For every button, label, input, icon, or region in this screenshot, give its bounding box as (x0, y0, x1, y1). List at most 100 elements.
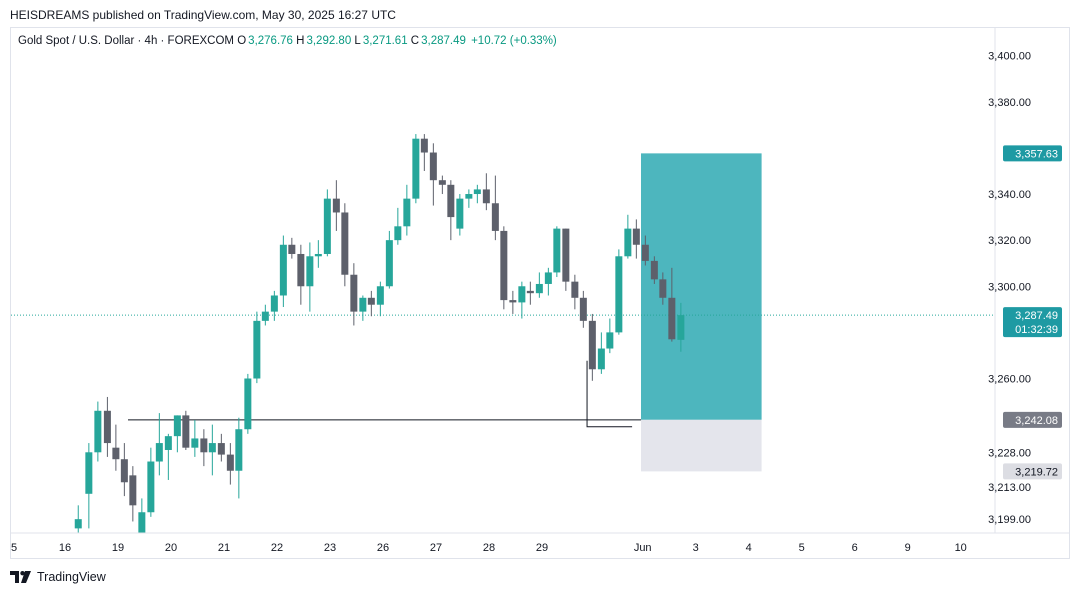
x-tick-label: 10 (955, 542, 967, 554)
countdown-label: 01:32:39 (1015, 324, 1058, 336)
candle-body (659, 279, 667, 298)
candle-body (394, 226, 402, 241)
chart-frame (10, 27, 1070, 559)
y-tick-label: 3,260.00 (988, 374, 1031, 386)
candle-body (147, 461, 155, 513)
candle-body (138, 512, 146, 533)
x-tick-label: 4 (746, 542, 752, 554)
x-tick-label: 16 (59, 542, 71, 554)
low-label: L (354, 35, 361, 47)
brand-name: TradingView (37, 570, 106, 584)
candle-body (597, 348, 605, 370)
candle-body (376, 286, 384, 305)
candle-body (350, 274, 358, 312)
candle-body (606, 332, 614, 349)
y-tick-label: 3,320.00 (988, 235, 1031, 247)
candle-body (518, 286, 526, 303)
candle-body (500, 230, 508, 301)
price-label-bg (1003, 307, 1062, 338)
y-tick-label: 3,340.00 (988, 189, 1031, 201)
candle-body (94, 410, 102, 453)
price-label-bg (1003, 411, 1062, 428)
candle-body (332, 198, 340, 213)
y-tick-label: 3,228.00 (988, 447, 1031, 459)
y-tick-label: 3,199.00 (988, 514, 1031, 526)
x-tick-label: 23 (324, 542, 336, 554)
candle-body (323, 198, 331, 254)
candle-body (465, 194, 473, 199)
candle-body (288, 244, 296, 254)
candle-body (112, 447, 120, 460)
price-label: 3,287.49 (1015, 310, 1058, 322)
candle-body (226, 454, 234, 471)
candle-body (261, 311, 269, 321)
low-value: 3,271.61 (362, 35, 408, 47)
candle-body (85, 452, 93, 494)
candle-body (624, 228, 632, 257)
candle-body (182, 415, 190, 448)
candle-body (571, 281, 579, 298)
candle-body (306, 256, 314, 287)
publish-line: HEISDREAMS published on TradingView.com,… (10, 8, 396, 22)
y-tick-label: 3,380.00 (988, 97, 1031, 109)
candle-body (412, 138, 420, 199)
y-tick-label: 3,213.00 (988, 482, 1031, 494)
candle-body (553, 228, 561, 273)
candle-body (482, 189, 490, 204)
candle-body (473, 189, 481, 195)
candle-body (385, 240, 393, 287)
candle-body (420, 138, 428, 153)
x-tick-label: 22 (271, 542, 283, 554)
price-label-bg (1003, 145, 1062, 162)
close-value: 3,287.49 (421, 35, 466, 47)
x-tick-label: 26 (377, 542, 389, 554)
candle-body (235, 429, 243, 471)
candle-body (562, 228, 570, 282)
high-label: H (296, 35, 305, 47)
candle-body (367, 297, 375, 305)
candle-body (588, 320, 596, 370)
candle-body (456, 198, 464, 229)
x-tick-label: 27 (430, 542, 442, 554)
x-tick-label: 20 (165, 542, 177, 554)
candle-body (509, 300, 517, 303)
symbol-legend: Gold Spot / U.S. Dollar · 4h · FOREXCOM … (18, 35, 557, 47)
candle-body (491, 203, 499, 231)
position-zones (641, 153, 762, 472)
price-label: 3,242.08 (1015, 415, 1058, 427)
x-tick-label: 21 (218, 542, 230, 554)
x-tick-label: 5 (11, 542, 17, 554)
candle-body (191, 438, 199, 448)
candle-body (535, 283, 543, 294)
high-value: 3,292.80 (306, 35, 352, 47)
x-tick-label: 5 (799, 542, 805, 554)
stop-zone (641, 419, 762, 472)
footer-brand[interactable]: TradingView (10, 570, 106, 584)
axes: 3,400.00 3,380.00 3,340.00 3,320.00 3,300.00… (11, 28, 1069, 554)
candle-body (120, 459, 128, 483)
candle-body (677, 315, 685, 340)
candle-body (155, 443, 163, 462)
candle-body (341, 212, 349, 275)
x-tick-label: Jun (634, 542, 652, 554)
candle-body (403, 198, 411, 227)
swing-low-marker (586, 360, 633, 428)
x-tick-label: 6 (852, 542, 858, 554)
candle-body (297, 253, 305, 287)
candle-body (579, 297, 587, 321)
candle-body (632, 228, 640, 245)
y-tick-label: 3,400.00 (988, 51, 1031, 63)
candle-body (244, 378, 252, 430)
candle-body (129, 475, 137, 506)
tradingview-logo-icon (10, 571, 31, 583)
candle-body (429, 152, 437, 181)
price-label: 3,219.72 (1015, 466, 1058, 478)
candle-body (438, 180, 446, 185)
candle-body (526, 290, 534, 294)
candle-body (270, 295, 278, 312)
candle-body (668, 297, 676, 340)
target-zone (641, 153, 762, 420)
candle-body (641, 244, 649, 261)
candles (74, 134, 685, 533)
